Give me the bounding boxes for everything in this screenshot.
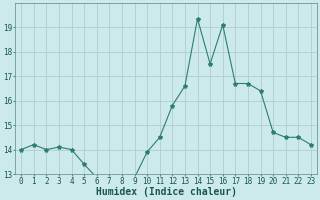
X-axis label: Humidex (Indice chaleur): Humidex (Indice chaleur)	[95, 187, 236, 197]
